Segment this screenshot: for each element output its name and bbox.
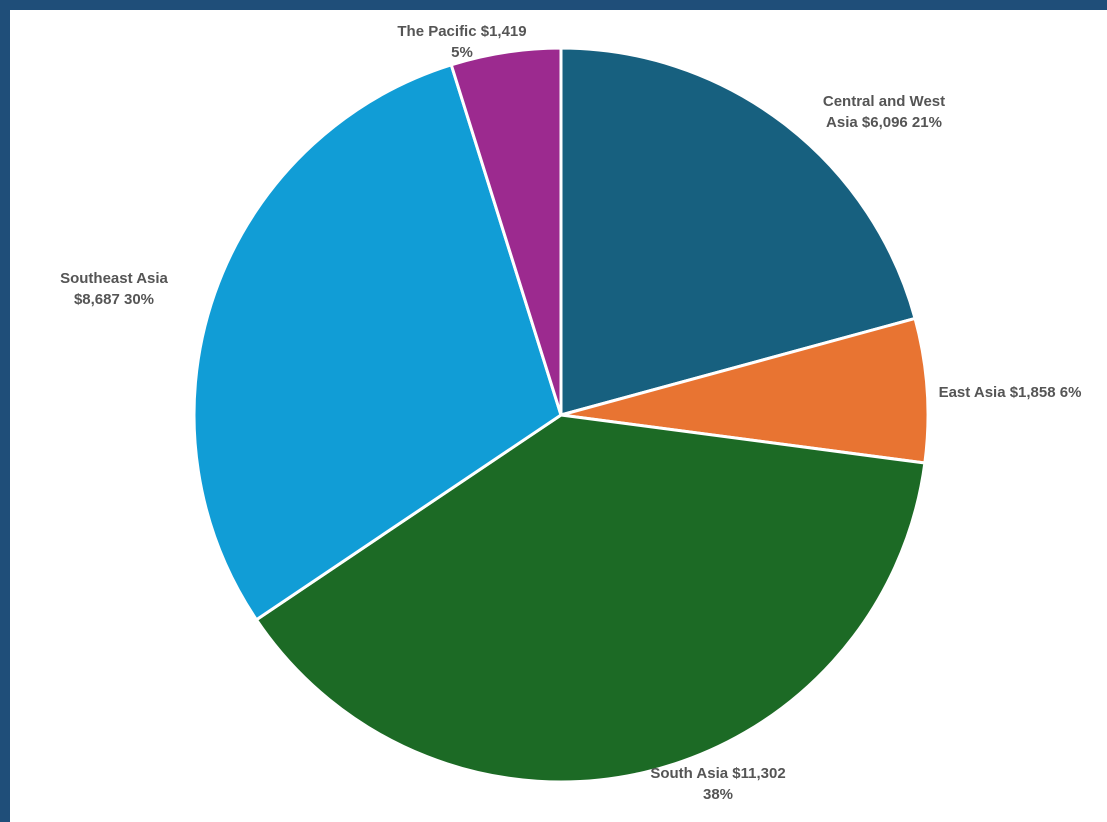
- pie-slice-south-asia[interactable]: [254, 413, 927, 784]
- pie-labels: Central and West Asia $6,096 21% East Asia…: [60, 23, 1081, 803]
- slice-label-line: The Pacific $1,419: [397, 23, 526, 40]
- slice-label-line: East Asia $1,858 6%: [939, 384, 1082, 401]
- slice-label-east-asia: East Asia $1,858 6%: [939, 384, 1082, 401]
- slice-label-line: $8,687 30%: [74, 291, 154, 308]
- slice-label-line: South Asia $11,302: [650, 765, 785, 782]
- slice-label-the-pacific: The Pacific $1,419 5%: [397, 23, 526, 61]
- slice-label-line: Asia $6,096 21%: [826, 114, 942, 131]
- pie-slice-southeast-asia[interactable]: [192, 63, 563, 622]
- slice-label-line: Central and West: [823, 93, 945, 110]
- slice-label-line: 5%: [451, 44, 473, 61]
- slice-label-line: Southeast Asia: [60, 270, 168, 287]
- slice-label-southeast-asia: Southeast Asia $8,687 30%: [60, 270, 168, 308]
- slice-label-central-and-west-asia: Central and West Asia $6,096 21%: [823, 93, 945, 131]
- slice-label-south-asia: South Asia $11,302 38%: [650, 765, 785, 803]
- pie-slice-central-and-west-asia[interactable]: [559, 46, 917, 417]
- slice-label-line: 38%: [703, 786, 733, 803]
- pie-slice-the-pacific[interactable]: [449, 46, 563, 417]
- pie-slices: [192, 46, 930, 784]
